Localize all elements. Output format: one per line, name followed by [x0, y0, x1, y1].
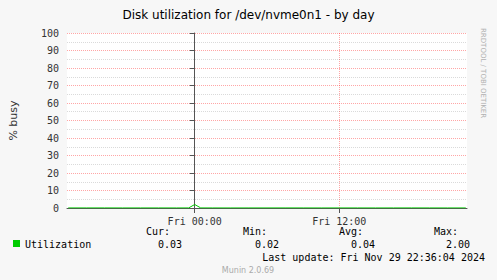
svg-text:10: 10: [47, 185, 59, 196]
svg-text:0: 0: [53, 203, 59, 214]
svg-text:60: 60: [47, 98, 59, 109]
svg-text:Fri 00:00: Fri 00:00: [168, 216, 222, 227]
svg-text:0.03: 0.03: [158, 239, 182, 250]
svg-text:30: 30: [47, 150, 59, 161]
svg-text:80: 80: [47, 63, 59, 74]
svg-text:20: 20: [47, 168, 59, 179]
svg-text:100: 100: [41, 28, 59, 39]
svg-text:Fri 12:00: Fri 12:00: [312, 216, 366, 227]
svg-text:Last update: Fri Nov 29 22:36:: Last update: Fri Nov 29 22:36:04 2024: [262, 252, 485, 263]
svg-text:Min:: Min:: [243, 226, 267, 237]
svg-text:70: 70: [47, 80, 59, 91]
svg-text:40: 40: [47, 133, 59, 144]
svg-text:Cur:: Cur:: [146, 226, 170, 237]
svg-text:Avg:: Avg:: [339, 226, 363, 237]
svg-text:0.02: 0.02: [255, 239, 279, 250]
svg-text:50: 50: [47, 115, 59, 126]
svg-text:Max:: Max:: [434, 226, 458, 237]
svg-text:90: 90: [47, 45, 59, 56]
svg-text:Disk utilization for /dev/nvme: Disk utilization for /dev/nvme0n1 - by d…: [122, 8, 374, 22]
svg-text:2.00: 2.00: [446, 239, 470, 250]
svg-text:% busy: % busy: [7, 100, 20, 141]
svg-text:RRDTOOL / TOBI OETIKER: RRDTOOL / TOBI OETIKER: [479, 28, 487, 118]
svg-text:Munin 2.0.69: Munin 2.0.69: [222, 266, 274, 275]
svg-text:Utilization: Utilization: [25, 239, 91, 250]
svg-text:0.04: 0.04: [351, 239, 375, 250]
